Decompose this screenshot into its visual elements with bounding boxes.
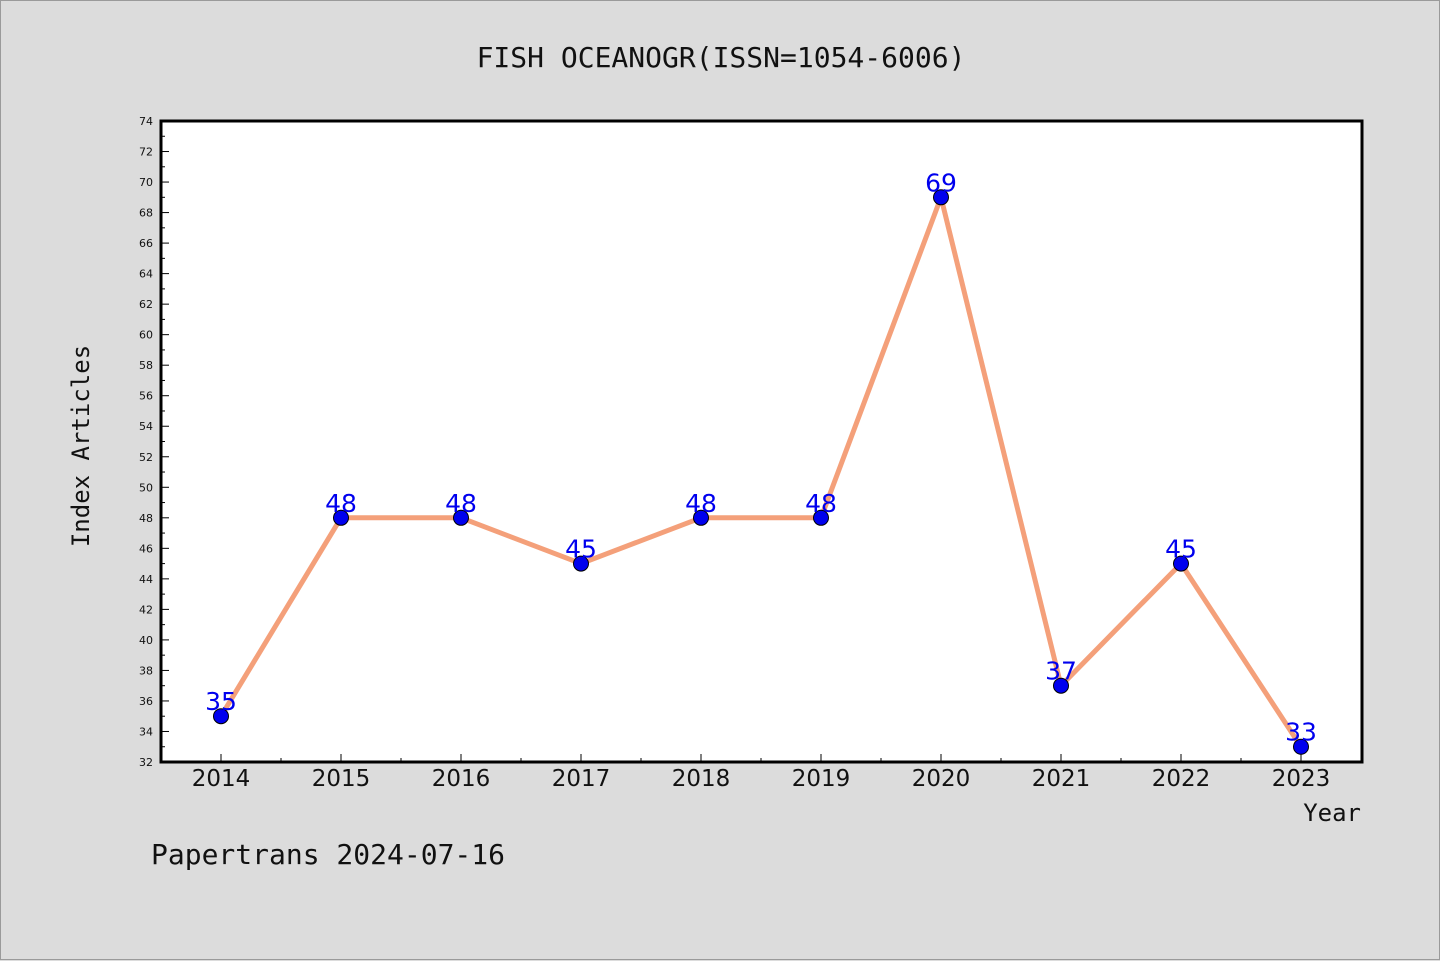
data-label: 48 bbox=[325, 489, 357, 518]
y-tick-label: 72 bbox=[139, 146, 153, 159]
y-tick-label: 70 bbox=[139, 176, 153, 189]
y-tick-label: 54 bbox=[139, 420, 153, 433]
data-label: 45 bbox=[565, 535, 597, 564]
data-label: 48 bbox=[685, 489, 717, 518]
y-tick-label: 40 bbox=[139, 634, 153, 647]
plot-area bbox=[159, 119, 1364, 764]
y-tick-label: 48 bbox=[139, 512, 153, 525]
footer-credit: Papertrans 2024-07-16 bbox=[151, 838, 505, 871]
y-tick-label: 34 bbox=[139, 725, 153, 738]
data-label: 48 bbox=[805, 489, 837, 518]
y-tick-label: 64 bbox=[139, 268, 153, 281]
y-tick-label: 68 bbox=[139, 207, 153, 220]
x-axis: 2014 2015 2016 2017 2018 2019 2020 2021 2022 2023 bbox=[192, 754, 1331, 792]
y-axis: 32 34 36 38 40 42 44 46 48 50 52 54 56 58 60 62 64 66 68 70… bbox=[139, 115, 169, 769]
x-tick-label: 2021 bbox=[1032, 766, 1091, 792]
x-tick-label: 2016 bbox=[432, 766, 491, 792]
x-tick-label: 2022 bbox=[1152, 766, 1211, 792]
data-point bbox=[1293, 738, 1309, 755]
series-line-group bbox=[218, 194, 1304, 750]
y-tick-label: 36 bbox=[139, 695, 153, 708]
y-tick-label: 66 bbox=[139, 237, 153, 250]
y-tick-label: 52 bbox=[139, 451, 153, 464]
x-tick-label: 2015 bbox=[312, 766, 371, 792]
data-point bbox=[573, 555, 589, 572]
data-point bbox=[213, 708, 229, 725]
y-tick-label: 38 bbox=[139, 664, 153, 677]
data-point bbox=[933, 189, 949, 206]
y-tick-label: 46 bbox=[139, 542, 153, 555]
y-tick-label: 60 bbox=[139, 329, 153, 342]
y-tick-label: 42 bbox=[139, 603, 153, 616]
data-point bbox=[1053, 677, 1069, 694]
x-tick-label: 2019 bbox=[792, 766, 851, 792]
data-label: 45 bbox=[1165, 535, 1197, 564]
data-point bbox=[693, 509, 709, 526]
x-tick-label: 2023 bbox=[1272, 766, 1331, 792]
x-tick-label: 2020 bbox=[912, 766, 971, 792]
y-tick-label: 58 bbox=[139, 359, 153, 372]
data-label: 35 bbox=[205, 687, 237, 716]
data-label: 69 bbox=[925, 168, 957, 197]
data-point bbox=[453, 509, 469, 526]
x-axis-label: Year bbox=[1303, 799, 1361, 827]
y-tick-label: 32 bbox=[139, 756, 153, 769]
chart-title: FISH OCEANOGR(ISSN=1054-6006) bbox=[477, 41, 966, 74]
x-tick-label: 2018 bbox=[672, 766, 731, 792]
y-tick-label: 50 bbox=[139, 481, 153, 494]
x-tick-label: 2014 bbox=[192, 766, 251, 792]
series-line bbox=[218, 194, 1304, 750]
y-tick-label: 74 bbox=[139, 115, 153, 128]
data-points bbox=[213, 189, 1309, 755]
x-tick-label: 2017 bbox=[552, 766, 611, 792]
y-tick-label: 56 bbox=[139, 390, 153, 403]
data-point bbox=[1173, 555, 1189, 572]
y-axis-label: Index Articles bbox=[67, 345, 95, 547]
data-point bbox=[813, 509, 829, 526]
data-label: 48 bbox=[445, 489, 477, 518]
data-label: 37 bbox=[1045, 657, 1077, 686]
data-label: 33 bbox=[1285, 718, 1317, 747]
y-tick-label: 62 bbox=[139, 298, 153, 311]
y-tick-label: 44 bbox=[139, 573, 153, 586]
data-point bbox=[333, 509, 349, 526]
data-labels: 35 48 48 45 48 48 69 37 45 33 bbox=[205, 168, 1317, 746]
